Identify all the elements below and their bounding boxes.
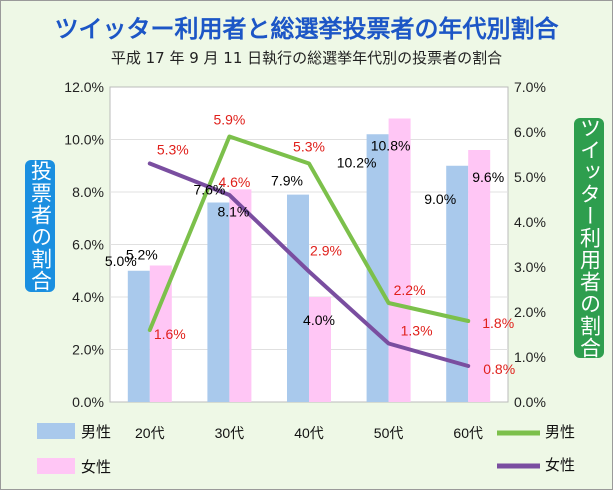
right-tick-label: 3.0% — [514, 259, 546, 275]
bar-female — [229, 189, 252, 402]
left-tick-label: 2.0% — [72, 342, 104, 358]
left-tick-label: 12.0% — [64, 79, 104, 95]
legend-line-female-label: 女性 — [545, 456, 575, 474]
line-twitter-female — [147, 161, 471, 368]
right-axis-label: ツイッター利用者の割合 — [577, 117, 602, 359]
category-label: 20代 — [135, 425, 165, 441]
right-axis-label-badge: ツイッター利用者の割合 — [574, 117, 604, 359]
bar-female — [149, 265, 172, 402]
bar-male-data-label: 7.9% — [271, 173, 303, 189]
left-tick-label: 6.0% — [72, 237, 104, 253]
legend-bar-male-label: 男性 — [81, 424, 111, 441]
bar-male — [287, 194, 309, 402]
line-male-data-label: 1.8% — [482, 315, 514, 331]
line-male-data-label: 1.6% — [154, 326, 186, 342]
left-tick-label: 4.0% — [72, 289, 104, 305]
line-female-data-label: 0.8% — [483, 361, 515, 377]
bar-male-data-label: 9.0% — [424, 191, 456, 207]
bar-male — [127, 270, 150, 402]
category-label: 30代 — [215, 425, 245, 441]
right-tick-label: 5.0% — [514, 169, 546, 185]
bar-female-data-label: 9.6% — [472, 169, 504, 185]
bar-female-data-label: 8.1% — [217, 203, 249, 219]
left-axis-label-badge: 投票者の割合 — [25, 160, 55, 292]
line-male-data-label: 5.9% — [213, 112, 245, 128]
bar-female-data-label: 4.0% — [303, 312, 335, 328]
left-tick-label: 0.0% — [72, 394, 104, 410]
right-tick-label: 4.0% — [514, 214, 546, 230]
category-label: 50代 — [374, 425, 404, 441]
line-female-data-label: 1.3% — [401, 323, 433, 339]
bar-male-data-label: 7.6% — [193, 182, 225, 198]
bar-female — [388, 118, 411, 402]
bar-male — [366, 134, 389, 402]
legend-bar-female-label: 女性 — [81, 458, 111, 476]
right-tick-label: 6.0% — [514, 124, 546, 140]
legend-line-male-label: 男性 — [545, 424, 575, 441]
category-label: 60代 — [453, 425, 483, 441]
bar-male — [207, 202, 230, 402]
left-tick-label: 10.0% — [64, 132, 104, 148]
right-tick-label: 0.0% — [514, 394, 546, 410]
left-tick-label: 8.0% — [72, 184, 104, 200]
category-label: 40代 — [294, 425, 324, 441]
chart-subtitle: 平成 17 年 9 月 11 日執行の総選挙年代別の投票者の割合 — [110, 49, 503, 67]
line-male-data-label: 5.3% — [293, 139, 325, 155]
bar-female — [309, 297, 331, 402]
legend-bar-female-swatch — [37, 458, 75, 474]
line-female-data-label: 4.6% — [218, 174, 250, 190]
chart-title: ツイッター利用者と総選挙投票者の年代別割合 — [54, 15, 559, 43]
bar-male-data-label: 5.0% — [105, 253, 137, 269]
left-axis-label: 投票者の割合 — [28, 160, 53, 292]
bar-female-data-label: 10.8% — [371, 138, 411, 154]
bar-male-data-label: 10.2% — [337, 154, 377, 170]
legend-bar-male-swatch — [37, 423, 75, 439]
bar-female-data-label: 5.2% — [126, 247, 158, 263]
line-twitter-male — [147, 134, 471, 332]
right-tick-label: 1.0% — [514, 349, 546, 365]
bar-female — [468, 150, 491, 402]
line-female-data-label: 5.3% — [157, 142, 189, 158]
right-tick-label: 2.0% — [514, 304, 546, 320]
right-tick-label: 7.0% — [514, 79, 546, 95]
line-female-data-label: 2.9% — [310, 243, 342, 259]
line-male-data-label: 2.2% — [394, 282, 426, 298]
bar-male — [446, 165, 469, 402]
